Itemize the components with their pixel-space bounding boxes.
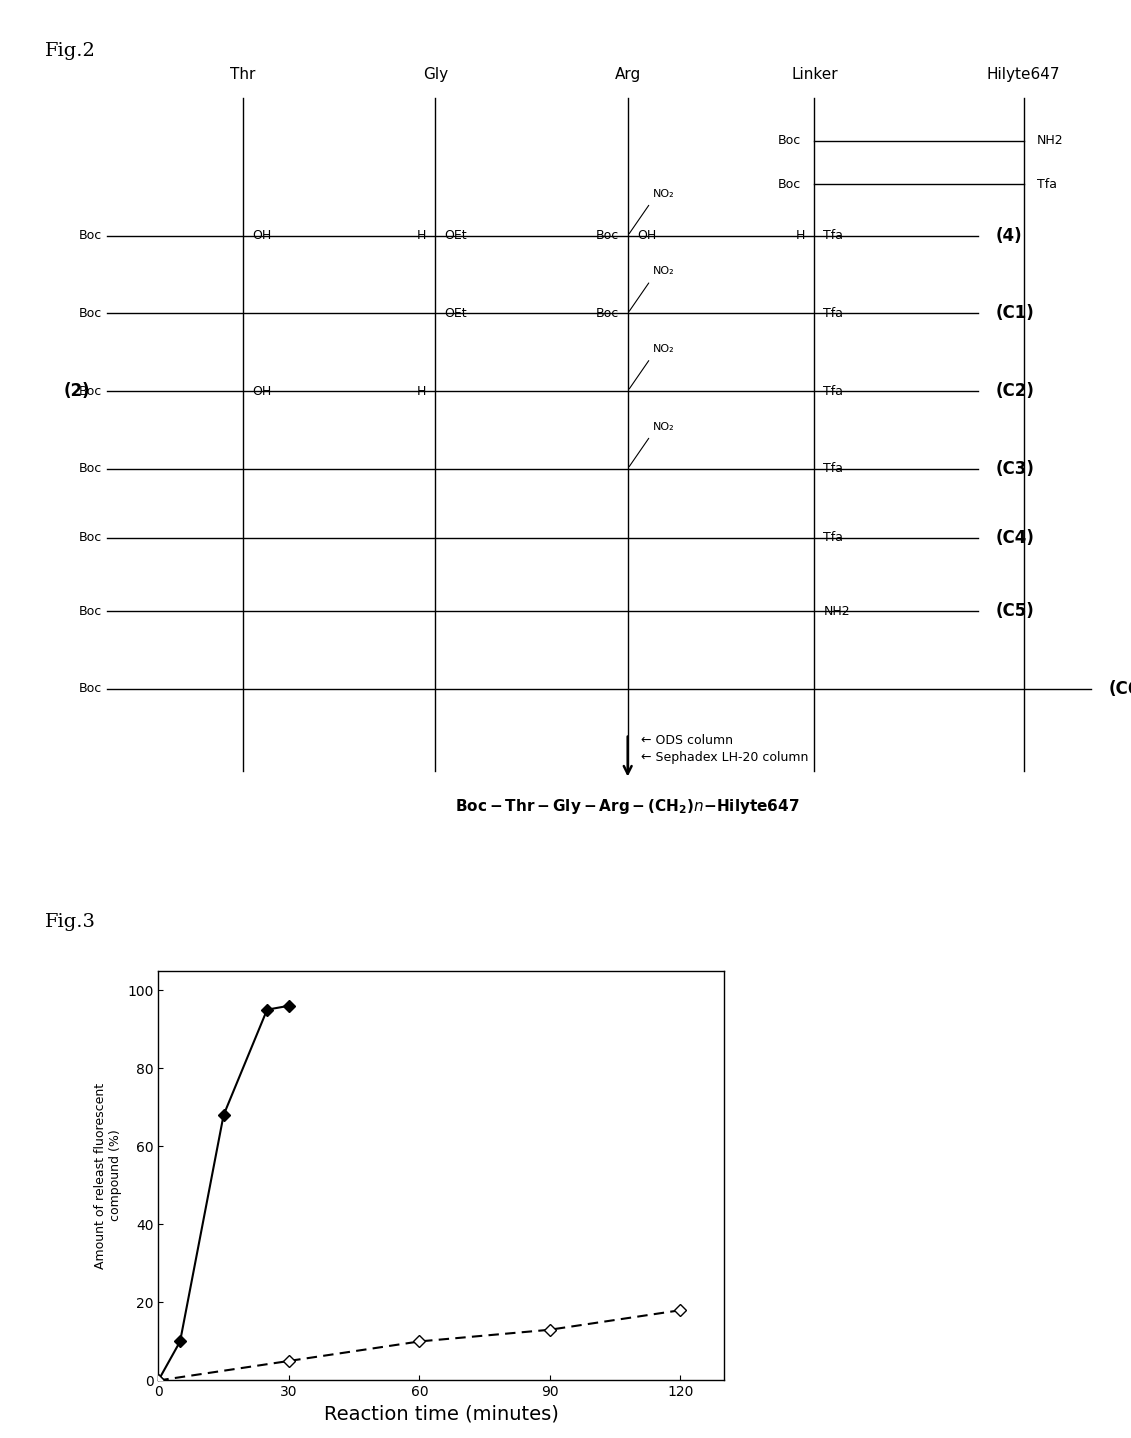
Text: H: H	[417, 229, 426, 243]
Text: NO₂: NO₂	[653, 266, 674, 276]
Text: Boc: Boc	[78, 531, 102, 545]
Text: (C3): (C3)	[995, 460, 1034, 477]
Text: H: H	[417, 384, 426, 398]
Text: Arg: Arg	[614, 68, 641, 82]
Text: Linker: Linker	[791, 68, 838, 82]
Text: Boc: Boc	[78, 384, 102, 398]
Text: Fig.3: Fig.3	[45, 913, 96, 932]
Text: NO₂: NO₂	[653, 421, 674, 431]
Text: (2): (2)	[63, 383, 90, 400]
Text: H: H	[796, 229, 805, 243]
Text: OH: OH	[637, 229, 656, 243]
Text: OEt: OEt	[444, 229, 467, 243]
Text: Tfa: Tfa	[1037, 177, 1057, 191]
X-axis label: Reaction time (minutes): Reaction time (minutes)	[323, 1405, 559, 1424]
Text: Tfa: Tfa	[823, 462, 844, 476]
Text: Boc: Boc	[78, 682, 102, 696]
Text: Boc: Boc	[777, 177, 801, 191]
Text: $\bf{Boc-Thr-Gly-Arg-(CH_2)}\it{n}\bf{-Hilyte647}$: $\bf{Boc-Thr-Gly-Arg-(CH_2)}\it{n}\bf{-H…	[456, 797, 800, 815]
Text: NO₂: NO₂	[653, 344, 674, 354]
Text: (C1): (C1)	[995, 305, 1034, 322]
Text: (C4): (C4)	[995, 529, 1034, 546]
Text: Hilyte647: Hilyte647	[987, 68, 1060, 82]
Text: Boc: Boc	[595, 229, 619, 243]
Text: Boc: Boc	[78, 462, 102, 476]
Text: Tfa: Tfa	[823, 306, 844, 321]
Text: (4): (4)	[995, 227, 1022, 244]
Text: Gly: Gly	[423, 68, 448, 82]
Text: Fig.2: Fig.2	[45, 42, 96, 60]
Text: Tfa: Tfa	[823, 384, 844, 398]
Text: OEt: OEt	[444, 306, 467, 321]
Y-axis label: Amount of releast fluorescent
compound (%): Amount of releast fluorescent compound (…	[94, 1083, 121, 1268]
Text: Boc: Boc	[595, 306, 619, 321]
Text: NO₂: NO₂	[653, 188, 674, 198]
Text: NH2: NH2	[823, 604, 851, 618]
Text: ← Sephadex LH-20 column: ← Sephadex LH-20 column	[641, 751, 809, 765]
Text: OH: OH	[252, 384, 271, 398]
Text: (C2): (C2)	[995, 383, 1034, 400]
Text: Boc: Boc	[777, 134, 801, 148]
Text: Boc: Boc	[78, 604, 102, 618]
Text: Boc: Boc	[78, 229, 102, 243]
Text: Thr: Thr	[231, 68, 256, 82]
Text: OH: OH	[252, 229, 271, 243]
Text: ← ODS column: ← ODS column	[641, 733, 733, 748]
Text: (C5): (C5)	[995, 603, 1034, 620]
Text: Boc: Boc	[78, 306, 102, 321]
Text: NH2: NH2	[1037, 134, 1064, 148]
Text: Tfa: Tfa	[823, 531, 844, 545]
Text: (C6): (C6)	[1108, 680, 1131, 697]
Text: Tfa: Tfa	[823, 229, 844, 243]
